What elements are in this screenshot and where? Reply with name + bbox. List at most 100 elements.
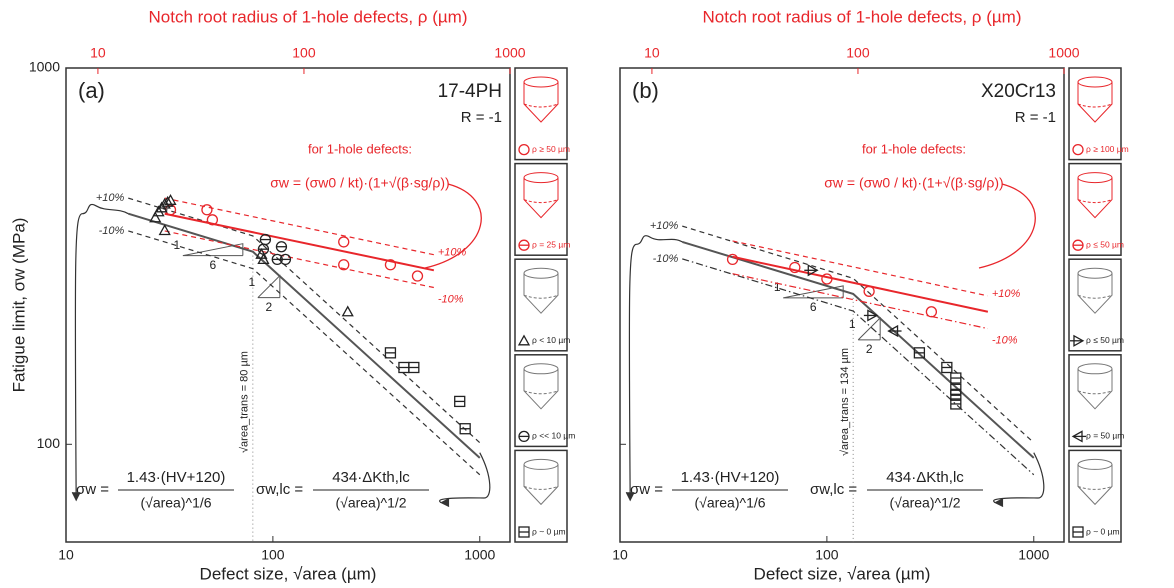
data-point — [518, 143, 530, 156]
defect-sketch — [1077, 273, 1113, 314]
x2-tick-label: 100 — [846, 45, 870, 61]
data-point — [789, 261, 801, 274]
defect-sketch — [1077, 199, 1113, 204]
transition-label: √area_trans = 134 µm — [839, 348, 851, 456]
data-point — [161, 195, 174, 207]
slope-run: 2 — [265, 300, 272, 314]
formula-num: 1.43·(HV+120) — [681, 469, 780, 486]
band-label: +10% — [650, 220, 679, 232]
data-point — [257, 253, 270, 265]
hole-arrow — [978, 183, 1036, 269]
data-point — [338, 236, 350, 248]
data-point — [201, 204, 213, 216]
data-point — [950, 383, 962, 395]
slope-triangle — [257, 274, 281, 299]
x-tick-label: 100 — [261, 547, 285, 563]
x-tick-label: 100 — [815, 547, 839, 563]
data-point — [384, 259, 397, 271]
material: X20Cr13 — [981, 81, 1056, 102]
formula-lhs: σw = — [630, 481, 663, 498]
data-point — [1072, 143, 1084, 156]
x-tick-label: 10 — [58, 547, 74, 563]
data-point — [454, 395, 466, 408]
defect-sketch — [523, 273, 559, 314]
data-point — [164, 193, 177, 205]
x2-axis-label: Notch root radius of 1-hole defects, ρ (… — [703, 7, 1022, 26]
curve — [628, 235, 683, 501]
legend-label: ρ < 10 µm — [532, 335, 570, 345]
defect-sketch — [523, 485, 559, 490]
curve — [74, 203, 129, 501]
defect-sketch — [523, 464, 559, 506]
x-tick-label: 10 — [612, 547, 628, 563]
curve — [128, 230, 481, 476]
formula-lhs: σw,lc = — [256, 481, 303, 498]
data-point — [158, 224, 171, 236]
defect-sketch — [523, 199, 559, 204]
arrow-head — [439, 498, 450, 508]
band-label: +10% — [992, 288, 1021, 300]
data-point — [518, 239, 530, 251]
arrow-head — [625, 492, 635, 502]
panel-label: (a) — [78, 78, 105, 103]
curve — [164, 230, 434, 289]
data-point — [1071, 430, 1086, 443]
defect-sketch — [1077, 485, 1113, 490]
slope-rise: 1 — [173, 238, 180, 252]
formula-lhs: σw = — [76, 481, 109, 498]
data-point — [950, 398, 962, 410]
legend-label: ρ ≥ 50 µm — [532, 144, 570, 154]
formula-num: 1.43·(HV+120) — [127, 469, 226, 486]
x2-axis-label: Notch root radius of 1-hole defects, ρ (… — [149, 7, 468, 26]
data-point — [341, 305, 354, 317]
legend-label: ρ = 50 µm — [1086, 431, 1124, 441]
defect-sketch — [1077, 464, 1113, 506]
formula-lhs: σw,lc = — [810, 481, 857, 498]
data-point — [338, 259, 350, 271]
data-point — [459, 423, 471, 435]
data-point — [384, 347, 397, 359]
condition: R = -1 — [1015, 109, 1056, 126]
defect-sketch — [1077, 390, 1113, 395]
data-point — [863, 285, 875, 297]
curve — [732, 255, 989, 313]
x-axis-label: Defect size, √area (µm) — [200, 564, 377, 583]
data-point — [206, 214, 219, 226]
curve — [127, 212, 481, 459]
legend-label: ρ ≤ 50 µm — [1086, 239, 1124, 249]
data-point — [411, 270, 424, 282]
transition-label: √area_trans = 80 µm — [239, 351, 251, 453]
hole-formula: σw = (σw0 / kt)·(1+√(β·sg/ρ)) — [270, 175, 449, 191]
data-point — [155, 201, 168, 213]
slope-triangle — [182, 243, 244, 257]
defect-sketch — [523, 368, 559, 410]
defect-sketch — [1077, 103, 1113, 108]
curve — [164, 197, 434, 256]
x-axis-label: Defect size, √area (µm) — [754, 564, 931, 583]
hole-arrow — [424, 183, 482, 269]
data-point — [863, 309, 879, 322]
arrow-head — [993, 498, 1004, 508]
band-label: -10% — [99, 225, 125, 237]
x2-tick-label: 1000 — [1048, 45, 1079, 61]
x-tick-label: 1000 — [1018, 547, 1049, 563]
data-point — [518, 430, 530, 443]
hole-note: for 1-hole defects: — [308, 141, 412, 156]
x2-tick-label: 1000 — [494, 45, 525, 61]
slope-run: 6 — [209, 258, 216, 272]
formula-num: 434·ΔKth,lc — [332, 469, 410, 486]
slope-triangle — [857, 316, 881, 341]
curve — [439, 452, 491, 504]
y-tick-label: 100 — [37, 435, 61, 451]
band-label: -10% — [992, 334, 1018, 346]
slope-rise: 1 — [849, 317, 856, 331]
data-point — [1072, 239, 1084, 251]
defect-sketch — [1077, 82, 1113, 123]
slope-triangle — [783, 285, 844, 299]
legend-label: ρ ≥ 100 µm — [1086, 144, 1129, 154]
slope-run: 6 — [810, 300, 817, 314]
formula-num: 434·ΔKth,lc — [886, 469, 964, 486]
curve — [128, 197, 481, 444]
legend-label: ρ = 25 µm — [532, 239, 570, 249]
legend-label: ρ ~ 0 µm — [532, 526, 566, 536]
